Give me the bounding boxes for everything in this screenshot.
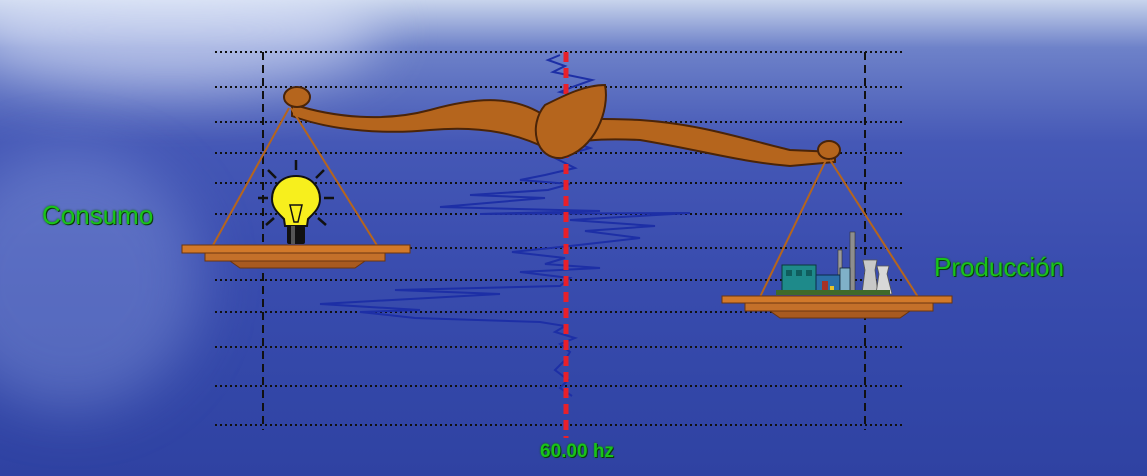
consumo-label: Consumo [42,200,154,230]
power-plant-icon [776,231,893,295]
balance-beam [283,83,841,168]
water-glow [0,150,200,410]
frequency-label: 60.00 hz [540,441,614,462]
light-bulb-icon [258,160,334,244]
right-scale-pan [721,159,953,319]
produccion-label: Producción [934,252,1065,282]
limit-lines [262,52,866,430]
left-scale-pan [181,107,411,269]
